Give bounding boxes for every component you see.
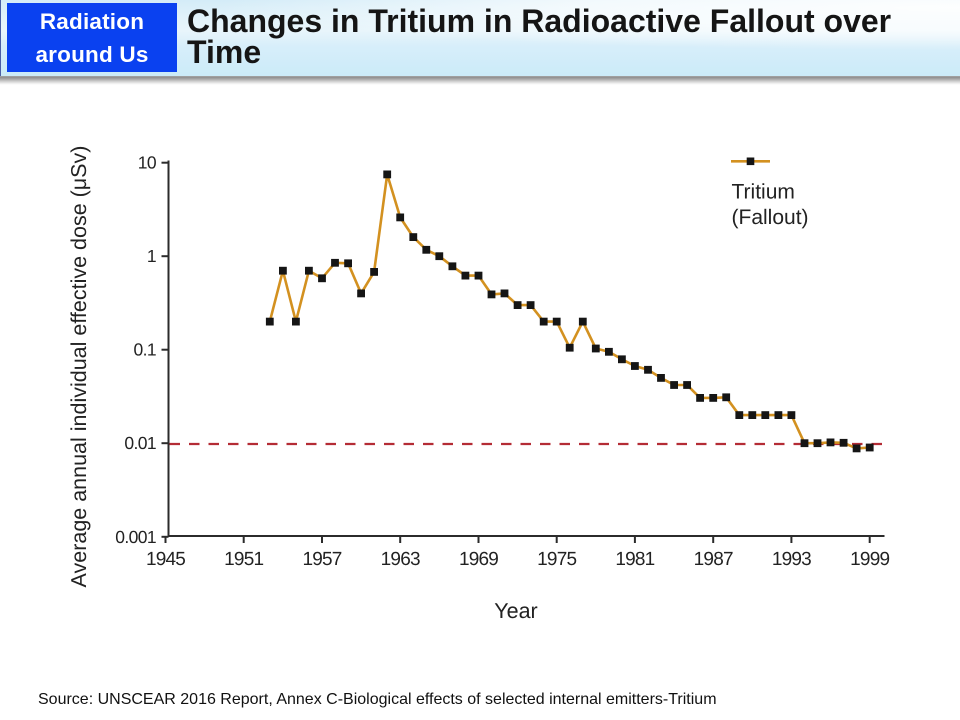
svg-text:1969: 1969 [459,549,498,570]
svg-text:1999: 1999 [850,549,889,570]
svg-text:0.001: 0.001 [115,527,156,547]
svg-text:0.01: 0.01 [124,433,156,453]
svg-text:10: 10 [138,153,157,173]
svg-text:1957: 1957 [302,549,341,570]
svg-text:Average annual individual effe: Average annual individual effective dose… [67,146,91,588]
svg-text:1981: 1981 [615,549,654,570]
svg-text:1975: 1975 [537,549,576,570]
svg-text:0.1: 0.1 [133,340,156,360]
svg-text:1945: 1945 [146,549,185,570]
svg-text:1987: 1987 [694,549,733,570]
svg-text:(Fallout): (Fallout) [732,206,809,229]
svg-text:Year: Year [494,599,537,623]
svg-text:1963: 1963 [381,549,420,570]
svg-text:1993: 1993 [772,549,811,570]
svg-text:1951: 1951 [224,549,263,570]
svg-text:Tritium: Tritium [732,181,795,204]
svg-text:1: 1 [147,246,156,266]
